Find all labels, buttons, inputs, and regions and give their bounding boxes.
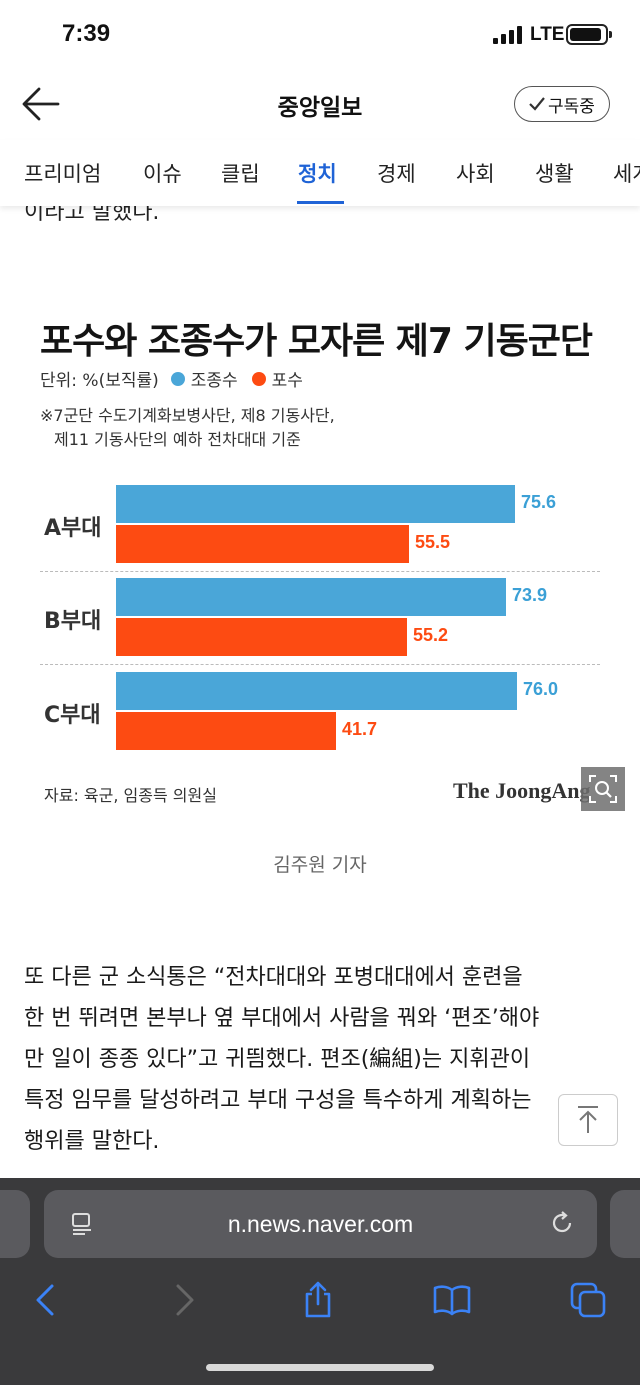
bar-chart-infographic[interactable]: 포수와 조종수가 모자른 제7 기동군단 단위: %(보직률) 조종수 포수 ※… xyxy=(0,300,640,820)
battery-icon xyxy=(566,24,612,45)
previous-tab-peek[interactable] xyxy=(0,1190,30,1258)
photo-caption: 김주원 기자 xyxy=(273,854,367,876)
browser-back-icon[interactable] xyxy=(26,1280,66,1320)
article-line: 한 번 뛰려면 본부나 옆 부대에서 사람을 꿔와 ‘편조’해야 xyxy=(24,1006,540,1031)
legend-label-gunner: 포수 xyxy=(271,371,303,391)
chart-source: 자료: 육군, 임종득 의원실 xyxy=(44,786,217,805)
bar-gunner xyxy=(116,525,409,563)
bar-gunner xyxy=(116,618,407,656)
data-label-driver: 73.9 xyxy=(512,585,548,605)
reload-icon[interactable] xyxy=(549,1210,575,1236)
chart-title: 포수와 조종수가 모자른 제7 기동군단 xyxy=(40,321,593,362)
browser-toolbar: n.news.naver.com xyxy=(0,1178,640,1385)
legend-label-driver: 조종수 xyxy=(190,371,238,391)
status-time: 7:39 xyxy=(62,20,111,47)
image-zoom-button[interactable] xyxy=(581,767,625,811)
category-label: C부대 xyxy=(44,703,101,728)
publisher-header: 중앙일보 구독중 xyxy=(0,70,640,140)
category-label: A부대 xyxy=(44,516,102,541)
tab-premium[interactable]: 프리미엄 xyxy=(24,162,102,186)
bookmarks-icon[interactable] xyxy=(432,1280,472,1320)
article-body: 또 다른 군 소식통은 “전차대대와 포병대대에서 훈련을 한 번 뛰려면 본부… xyxy=(24,957,624,1162)
subscribe-button[interactable]: 구독중 xyxy=(514,86,610,122)
separator xyxy=(40,571,600,572)
separator xyxy=(40,664,600,665)
back-button[interactable] xyxy=(20,84,62,124)
active-tab-indicator xyxy=(297,201,344,204)
data-label-gunner: 41.7 xyxy=(342,719,378,739)
url-text: n.news.naver.com xyxy=(227,1211,414,1237)
subscribe-label: 구독중 xyxy=(548,96,595,117)
next-tab-peek[interactable] xyxy=(610,1190,640,1258)
article-line: 행위를 말한다. xyxy=(24,1129,160,1154)
publisher-title: 중앙일보 xyxy=(277,95,363,121)
scroll-to-top-button[interactable] xyxy=(558,1094,618,1146)
tab-world[interactable]: 세계 xyxy=(613,162,640,186)
legend-swatch-gunner xyxy=(251,371,266,386)
article-line: 또 다른 군 소식통은 “전차대대와 포병대대에서 훈련을 xyxy=(24,965,523,990)
status-bar: 7:39 LTE xyxy=(0,0,640,70)
arrow-up-icon xyxy=(578,1106,598,1133)
article-line: 만 일이 종종 있다”고 귀띔했다. 편조(編組)는 지휘관이 xyxy=(24,1047,531,1072)
bar-driver xyxy=(116,672,517,710)
bar-gunner xyxy=(116,712,336,750)
legend-swatch-driver xyxy=(170,371,185,386)
address-bar[interactable]: n.news.naver.com xyxy=(44,1190,597,1258)
tab-issue[interactable]: 이슈 xyxy=(143,162,182,186)
tabs-icon[interactable] xyxy=(568,1280,608,1320)
tab-economy[interactable]: 경제 xyxy=(377,162,416,186)
network-type: LTE xyxy=(530,24,565,45)
tab-clip[interactable]: 클립 xyxy=(221,162,260,186)
share-icon[interactable] xyxy=(298,1280,338,1320)
home-indicator xyxy=(206,1364,434,1371)
chart-legend: 단위: %(보직률) 조종수 포수 xyxy=(40,366,303,391)
chart-note-line-1: ※7군단 수도기계화보병사단, 제8 기동사단, xyxy=(40,406,335,425)
cellular-signal-icon xyxy=(493,26,522,44)
bar-driver xyxy=(116,485,515,523)
chart-note-line-2: 제11 기동사단의 예하 전차대대 기준 xyxy=(54,430,301,449)
reader-view-icon[interactable] xyxy=(70,1212,94,1236)
legend-unit: 단위: %(보직률) xyxy=(40,371,159,391)
browser-forward-icon[interactable] xyxy=(164,1280,204,1320)
brand-logo: The JoongAng xyxy=(453,778,591,803)
arrow-left-icon xyxy=(22,87,60,121)
data-label-driver: 75.6 xyxy=(521,492,557,512)
bar-driver xyxy=(116,578,506,616)
check-icon xyxy=(529,97,545,111)
data-label-gunner: 55.2 xyxy=(413,625,449,645)
article-line: 특정 임무를 달성하려고 부대 구성을 특수하게 계획하는 xyxy=(24,1088,532,1113)
tab-politics[interactable]: 정치 xyxy=(298,162,337,186)
data-label-driver: 76.0 xyxy=(523,679,559,699)
data-label-gunner: 55.5 xyxy=(415,532,451,552)
zoom-search-icon xyxy=(589,775,617,803)
tab-society[interactable]: 사회 xyxy=(456,162,495,186)
tab-life[interactable]: 생활 xyxy=(535,162,574,186)
category-tabs: 프리미엄 이슈 클립 정치 경제 사회 생활 세계 xyxy=(0,140,640,206)
category-label: B부대 xyxy=(44,609,102,634)
